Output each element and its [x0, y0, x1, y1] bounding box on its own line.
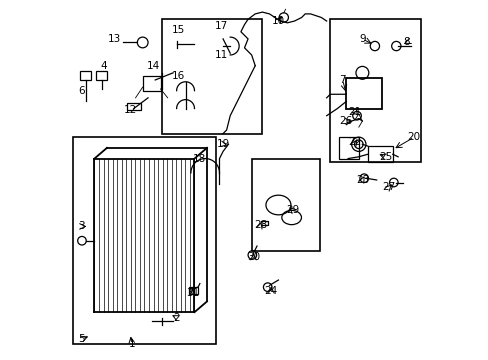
Text: 30: 30	[246, 252, 260, 262]
Text: 18: 18	[193, 154, 206, 163]
Text: 21: 21	[348, 107, 361, 117]
Text: 4: 4	[100, 61, 106, 71]
Text: 1: 1	[128, 339, 135, 349]
Text: 16: 16	[171, 71, 184, 81]
Text: 11: 11	[214, 50, 227, 60]
Bar	[142, 76, 160, 91]
Text: 10: 10	[271, 16, 285, 26]
Bar	[96, 71, 107, 80]
Text: 26: 26	[339, 116, 352, 126]
Bar	[80, 71, 91, 80]
Text: 2: 2	[173, 312, 180, 323]
Text: 28: 28	[253, 220, 266, 230]
Text: 5: 5	[79, 334, 85, 344]
Text: 17: 17	[214, 21, 227, 31]
Text: 19: 19	[216, 139, 229, 149]
Text: 14: 14	[146, 61, 160, 71]
Text: 9: 9	[358, 34, 365, 44]
Text: 15: 15	[171, 25, 184, 35]
Text: 3: 3	[79, 221, 85, 231]
Bar	[367, 146, 392, 162]
Bar	[189, 287, 198, 294]
Bar	[126, 103, 141, 111]
Text: 8: 8	[403, 37, 409, 48]
Text: 29: 29	[285, 205, 299, 215]
Text: 24: 24	[264, 286, 277, 296]
Bar	[339, 137, 358, 158]
Text: 7: 7	[339, 75, 346, 85]
Text: 12: 12	[123, 105, 137, 115]
Text: 27: 27	[382, 182, 395, 192]
Text: 6: 6	[79, 86, 85, 96]
Text: 23: 23	[355, 175, 368, 185]
Text: 13: 13	[107, 34, 121, 44]
Text: 20: 20	[407, 132, 420, 142]
Text: 25: 25	[378, 152, 391, 162]
Text: 22: 22	[348, 138, 361, 148]
Text: 31: 31	[186, 288, 199, 297]
Bar	[346, 78, 381, 109]
